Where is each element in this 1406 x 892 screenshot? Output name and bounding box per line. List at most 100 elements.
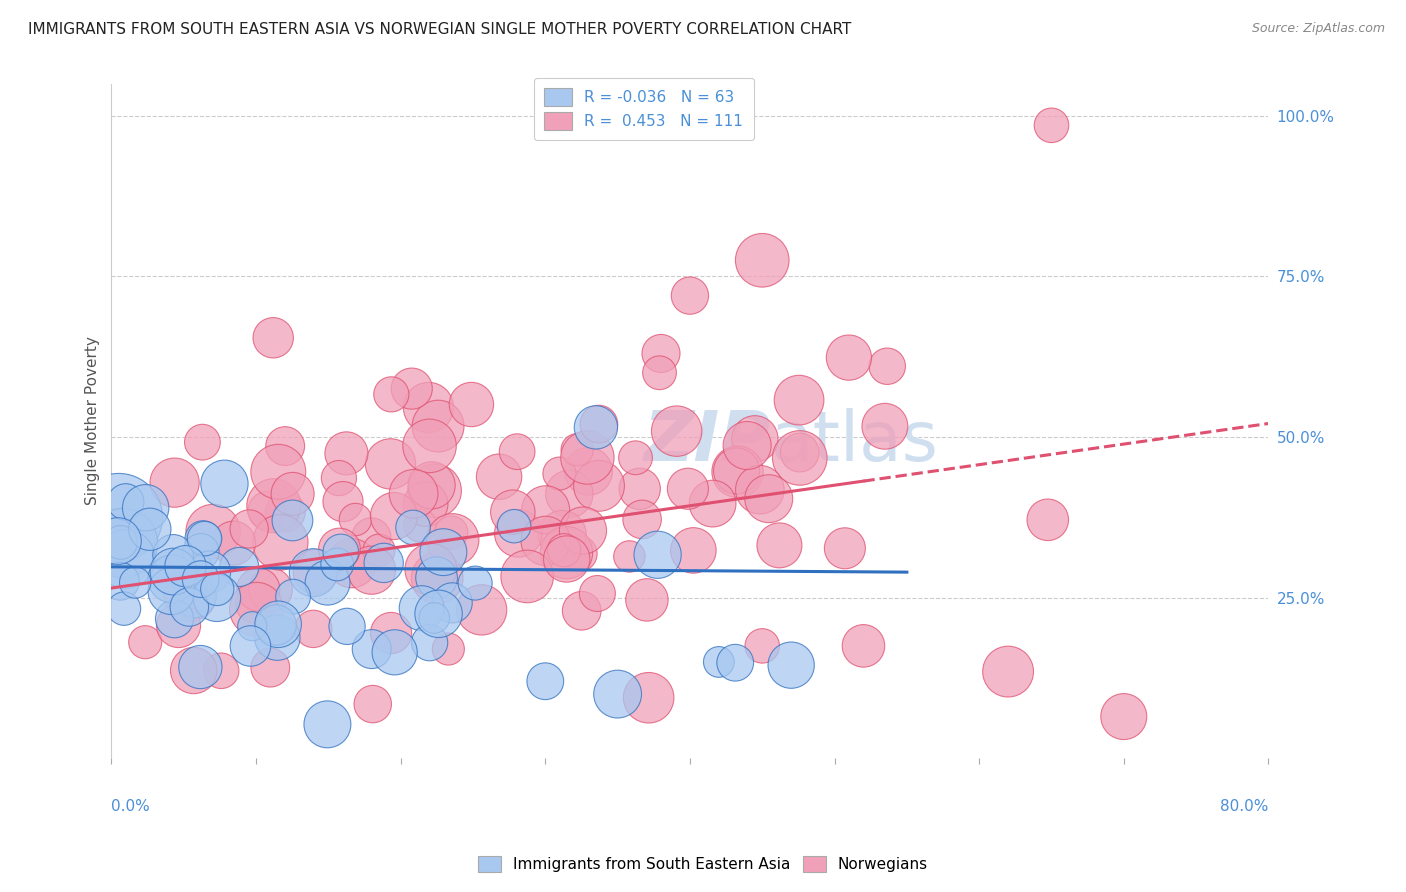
Point (163, 612, 186, 626)
Point (114, 495, 136, 509)
Point (360, 530, 382, 544)
Point (628, 482, 651, 496)
Point (107, 510, 129, 524)
Point (332, 494, 354, 508)
Point (724, 656, 747, 670)
Point (780, 658, 803, 673)
Point (679, 288, 702, 302)
Point (420, 478, 443, 492)
Point (707, 655, 730, 669)
Point (555, 546, 578, 560)
Point (183, 664, 205, 678)
Point (553, 543, 575, 558)
Point (440, 525, 463, 540)
Point (190, 660, 212, 674)
Point (163, 475, 186, 490)
Point (744, 432, 766, 446)
Point (606, 687, 628, 701)
Point (191, 435, 214, 450)
Point (240, 619, 263, 633)
Point (124, 575, 146, 590)
Point (110, 574, 132, 589)
Point (360, 563, 382, 577)
Legend: Immigrants from South Eastern Asia, Norwegians: Immigrants from South Eastern Asia, Norw… (471, 848, 935, 880)
Point (555, 552, 578, 566)
Point (648, 366, 671, 380)
Point (727, 465, 749, 479)
Point (269, 535, 291, 549)
Point (551, 527, 574, 541)
Point (328, 471, 350, 485)
Point (302, 622, 325, 636)
Text: 80.0%: 80.0% (1220, 799, 1268, 814)
Point (190, 544, 212, 558)
Point (281, 513, 304, 527)
Point (264, 618, 287, 632)
Point (787, 393, 810, 408)
Point (245, 602, 267, 616)
Point (588, 479, 610, 493)
Point (735, 438, 758, 452)
Point (222, 536, 245, 550)
Point (304, 565, 326, 579)
Point (488, 469, 510, 483)
Point (266, 631, 288, 645)
Text: Source: ZipAtlas.com: Source: ZipAtlas.com (1251, 22, 1385, 36)
Point (160, 584, 183, 599)
Point (637, 690, 659, 705)
Point (588, 417, 610, 431)
Point (502, 505, 524, 519)
Point (162, 548, 184, 562)
Point (702, 497, 724, 511)
Point (202, 524, 225, 539)
Point (586, 586, 609, 600)
Text: ZIP: ZIP (644, 408, 770, 475)
Point (568, 547, 591, 561)
Point (409, 518, 432, 533)
Point (340, 556, 363, 570)
Point (267, 617, 290, 632)
Point (427, 607, 450, 621)
Point (534, 502, 557, 516)
Point (576, 450, 599, 465)
Point (426, 571, 449, 585)
Point (548, 467, 571, 481)
Text: IMMIGRANTS FROM SOUTH EASTERN ASIA VS NORWEGIAN SINGLE MOTHER POVERTY CORRELATIO: IMMIGRANTS FROM SOUTH EASTERN ASIA VS NO… (28, 22, 852, 37)
Point (441, 596, 464, 610)
Point (423, 611, 446, 625)
Point (423, 483, 446, 498)
Point (107, 534, 129, 549)
Point (1112, 709, 1135, 723)
Point (111, 536, 134, 550)
Point (259, 660, 281, 674)
Point (578, 464, 600, 478)
Point (419, 439, 441, 453)
Point (368, 543, 391, 558)
Point (789, 445, 811, 459)
Point (876, 359, 898, 374)
Point (751, 639, 773, 653)
Point (329, 545, 352, 559)
Point (441, 533, 464, 547)
Point (636, 593, 658, 607)
Point (135, 500, 157, 515)
Point (725, 464, 748, 478)
Point (247, 582, 270, 597)
Point (274, 439, 297, 453)
Point (834, 541, 856, 556)
Point (838, 351, 860, 365)
Point (239, 639, 262, 653)
Point (852, 639, 875, 653)
Point (167, 618, 190, 632)
Point (380, 626, 402, 640)
Point (384, 645, 406, 659)
Point (516, 569, 538, 583)
Point (571, 604, 593, 618)
Point (238, 522, 260, 536)
Point (162, 565, 184, 579)
Point (214, 476, 236, 491)
Point (751, 253, 773, 268)
Point (281, 487, 304, 501)
Text: 0.0%: 0.0% (111, 799, 150, 814)
Point (631, 512, 654, 526)
